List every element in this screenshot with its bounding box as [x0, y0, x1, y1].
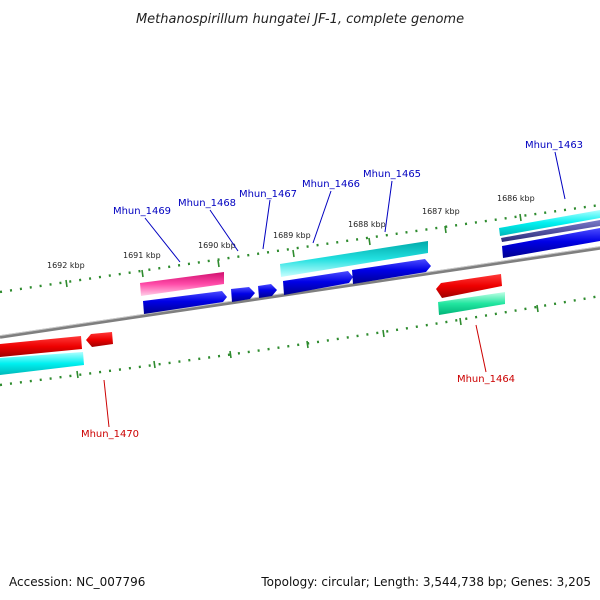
leader-mhun-1469	[144, 217, 181, 263]
gene-label[interactable]: Mhun_1467	[239, 189, 297, 200]
leader-mhun-1465	[384, 180, 393, 233]
gene-mhun-1470[interactable]	[0, 352, 84, 375]
gene-mhun-1463[interactable]	[499, 210, 600, 236]
label-leaders	[103, 151, 566, 428]
cds-mhun-1470[interactable]	[0, 336, 82, 357]
cds-mhun-1463[interactable]	[502, 228, 600, 258]
ruler-label: 1686 kbp	[497, 194, 535, 203]
forward-genes	[140, 210, 600, 314]
cds-mhun-1468[interactable]	[231, 287, 255, 302]
cds-mhun-1467[interactable]	[258, 284, 277, 298]
genome-summary-text: Topology: circular; Length: 3,544,738 bp…	[260, 575, 591, 589]
gene-label[interactable]: Mhun_1466	[302, 179, 360, 190]
inner-ruler-major-ticks	[76, 304, 539, 379]
accession-text: Accession: NC_007796	[9, 575, 145, 589]
gene-labels: Mhun_1469 Mhun_1468 Mhun_1467 Mhun_1466 …	[81, 140, 583, 440]
ruler-labels: 1692 kbp 1691 kbp 1690 kbp 1689 kbp 1688…	[47, 194, 535, 270]
cds-mhun-1469[interactable]	[143, 291, 227, 314]
ruler-label: 1687 kbp	[422, 207, 460, 216]
cds-mhun-1464[interactable]	[436, 274, 502, 298]
gene-mhun-1466[interactable]	[280, 241, 428, 277]
leader-mhun-1470	[103, 379, 110, 428]
leader-mhun-1468	[209, 209, 239, 252]
leader-mhun-1466	[312, 190, 332, 244]
gene-label[interactable]: Mhun_1465	[363, 169, 421, 180]
genome-backbone	[0, 246, 600, 339]
gene-mhun-1469[interactable]	[140, 272, 224, 296]
ruler-label: 1690 kbp	[198, 241, 236, 250]
ruler-label: 1691 kbp	[123, 251, 161, 260]
gene-label[interactable]: Mhun_1464	[457, 374, 515, 385]
gene-label[interactable]: Mhun_1468	[178, 198, 236, 209]
gene-label[interactable]: Mhun_1470	[81, 429, 139, 440]
reverse-genes	[0, 274, 505, 375]
leader-mhun-1467	[262, 199, 271, 250]
cds-mhun-1465[interactable]	[352, 259, 431, 284]
rna-mhun-1463[interactable]	[501, 220, 600, 242]
gene-mhun-1464[interactable]	[438, 292, 505, 315]
genome-title: Methanospirillum hungatei JF-1, complete…	[136, 12, 464, 27]
gene-label[interactable]: Mhun_1463	[525, 140, 583, 151]
ruler-label: 1689 kbp	[273, 231, 311, 240]
ruler-label: 1688 kbp	[348, 220, 386, 229]
ruler-label: 1692 kbp	[47, 261, 85, 270]
cds-mhun-1470-fragment[interactable]	[86, 332, 113, 347]
outer-ruler-major-ticks	[65, 213, 522, 288]
cds-mhun-1466[interactable]	[283, 271, 353, 295]
leader-mhun-1464	[475, 324, 487, 373]
gene-label[interactable]: Mhun_1469	[113, 206, 171, 217]
leader-mhun-1463	[554, 151, 566, 200]
